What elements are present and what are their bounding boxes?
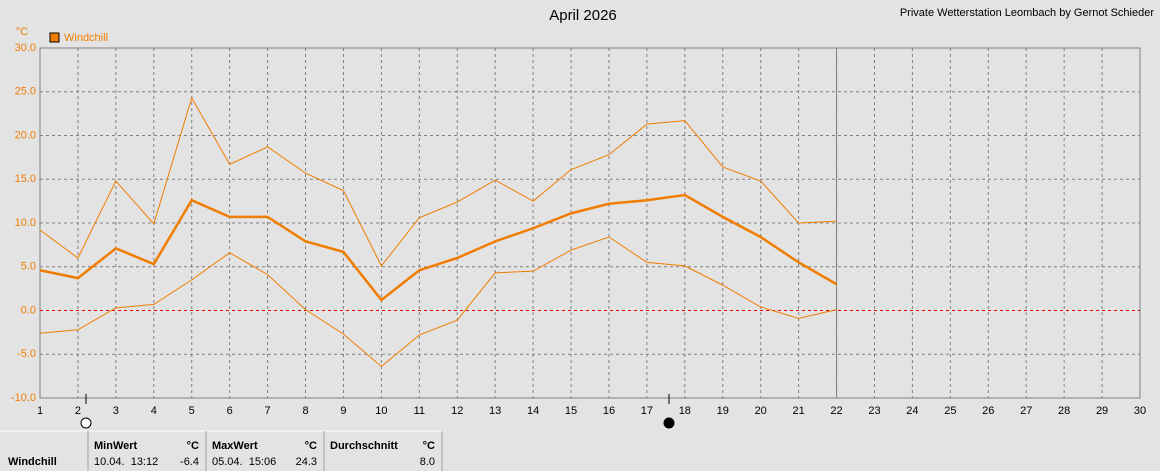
unit: °C [423, 440, 435, 452]
x-tick-label: 9 [340, 405, 346, 417]
unit: °C [305, 440, 317, 452]
x-tick-label: 1 [37, 405, 43, 417]
time: 10.04. 13:12 [94, 456, 158, 468]
x-tick-label: 21 [792, 405, 804, 417]
chart-subtitle: Private Wetterstation Leombach by Gernot… [900, 7, 1154, 19]
x-tick-label: 26 [982, 405, 994, 417]
legend-label: Windchill [64, 32, 108, 44]
x-tick-label: 27 [1020, 405, 1032, 417]
y-tick-label: -5.0 [17, 348, 36, 360]
x-tick-label: 6 [227, 405, 233, 417]
new-moon-icon [80, 417, 92, 429]
column-header: MinWert [94, 440, 138, 452]
value: 8.0 [420, 456, 435, 468]
x-tick-label: 2 [75, 405, 81, 417]
range-line [39, 236, 837, 368]
x-tick-label: 28 [1058, 405, 1070, 417]
y-tick-label: 25.0 [15, 86, 36, 98]
y-tick-label: 20.0 [15, 129, 36, 141]
unit: °C [187, 440, 199, 452]
x-tick-label: 20 [755, 405, 767, 417]
value: -6.4 [180, 456, 199, 468]
x-tick-label: 22 [830, 405, 842, 417]
x-tick-label: 30 [1134, 405, 1146, 417]
x-tick-label: 12 [451, 405, 463, 417]
value: 24.3 [296, 456, 317, 468]
x-tick-label: 14 [527, 405, 539, 417]
y-tick-label: 15.0 [15, 173, 36, 185]
column-header: MaxWert [212, 440, 258, 452]
x-tick-label: 23 [868, 405, 880, 417]
y-tick-label: -10.0 [11, 392, 36, 404]
x-tick-label: 11 [414, 405, 425, 417]
x-tick-label: 10 [375, 405, 387, 417]
range-line [39, 96, 837, 267]
x-tick-label: 25 [944, 405, 956, 417]
chart-title: April 2026 [549, 7, 617, 24]
column-header: Durchschnitt [330, 440, 398, 452]
x-tick-label: 4 [151, 405, 157, 417]
x-tick-label: 17 [641, 405, 653, 417]
summary-table: Windchill MinWert °C 10.04. 13:12 -6.4 M… [0, 430, 443, 471]
row-label: Windchill [8, 456, 57, 468]
y-tick-label: 30.0 [15, 42, 36, 54]
y-tick-label: 0.0 [21, 304, 36, 316]
x-tick-label: 19 [717, 405, 729, 417]
average-line [39, 193, 838, 302]
x-tick-label: 29 [1096, 405, 1108, 417]
x-tick-label: 3 [113, 405, 119, 417]
y-axis-label: °C [16, 26, 28, 38]
x-tick-label: 13 [489, 405, 501, 417]
plot: 1 2 3 4 5 6 7 8 9 10 11 12 13 14 15 16 17 18 19 20 21 22 23 24 2… [11, 42, 1146, 417]
time: 05.04. 15:06 [212, 456, 276, 468]
x-tick-label: 18 [679, 405, 691, 417]
x-tick-label: 5 [189, 405, 195, 417]
x-tick-label: 24 [906, 405, 918, 417]
full-moon-icon [663, 417, 675, 429]
x-tick-label: 16 [603, 405, 615, 417]
x-tick-label: 7 [265, 405, 271, 417]
y-tick-label: 10.0 [15, 217, 36, 229]
x-tick-label: 8 [302, 405, 308, 417]
y-tick-label: 5.0 [21, 261, 36, 273]
legend-swatch [49, 32, 60, 43]
x-tick-label: 15 [565, 405, 577, 417]
